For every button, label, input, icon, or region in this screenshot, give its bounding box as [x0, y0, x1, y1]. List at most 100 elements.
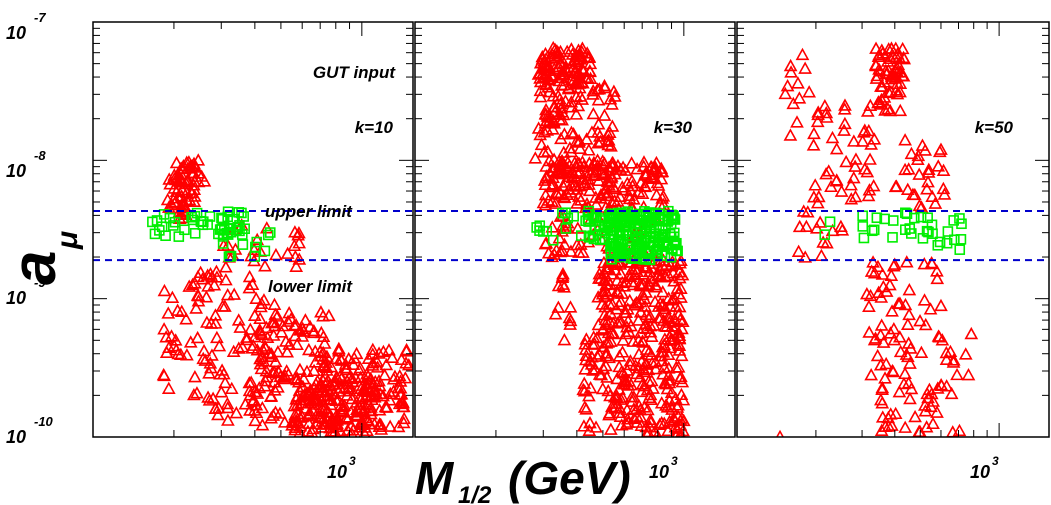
- gut-input-point: [545, 122, 560, 135]
- within-limit-point: [160, 230, 171, 242]
- gut-input-point: [902, 283, 917, 296]
- gut-input-point: [188, 370, 202, 383]
- gut-input-point: [195, 272, 210, 285]
- x-axis-title-sub: 1/2: [458, 482, 492, 505]
- gut-input-point: [372, 346, 386, 359]
- within-limit-point: [169, 216, 181, 228]
- gut-input-point: [298, 313, 313, 326]
- gut-input-point: [898, 297, 913, 311]
- gut-input-point: [610, 273, 624, 286]
- gut-input-point: [187, 174, 202, 187]
- gut-input-point: [571, 189, 586, 202]
- gut-input-point: [636, 361, 650, 374]
- gut-input-point: [284, 312, 298, 325]
- gut-input-point: [187, 156, 201, 169]
- gut-input-point: [624, 156, 639, 169]
- gut-input-point: [293, 362, 307, 376]
- gut-input-point: [613, 409, 628, 422]
- within-limit-point: [857, 221, 869, 232]
- gut-input-point: [898, 133, 912, 146]
- gut-input-point: [233, 320, 248, 333]
- gut-input-point: [247, 308, 262, 322]
- gut-input-point: [220, 396, 235, 410]
- gut-input-point: [280, 246, 295, 259]
- gut-input-point: [562, 158, 577, 172]
- gut-input-point: [528, 151, 543, 164]
- gut-input-point: [583, 56, 598, 70]
- gut-input-point: [301, 342, 316, 356]
- gut-input-point: [370, 354, 384, 367]
- gut-input-point: [616, 366, 631, 379]
- gut-input-point: [838, 116, 852, 130]
- gut-input-point: [292, 383, 307, 396]
- gut-input-point: [671, 307, 686, 321]
- gut-input-point: [581, 143, 596, 156]
- y-tick-label-1e-9: 10 -9: [6, 275, 46, 308]
- x-tick-k30-base: 10: [649, 462, 669, 482]
- gut-input-point: [337, 380, 352, 394]
- gut-input-point: [613, 266, 628, 280]
- gut-input-point: [810, 196, 825, 209]
- gut-input-point: [616, 160, 630, 173]
- gut-input-point: [376, 389, 390, 402]
- gut-input-point: [207, 278, 222, 291]
- gut-input-point: [391, 419, 406, 433]
- gut-input-point: [958, 347, 973, 360]
- gut-input-point: [315, 401, 330, 415]
- gut-input-point: [383, 386, 398, 400]
- gut-input-annotation: GUT input: [313, 63, 396, 82]
- gut-input-point: [819, 166, 833, 180]
- gut-input-point: [917, 257, 932, 270]
- gut-input-point: [569, 107, 584, 120]
- gut-input-point: [231, 313, 246, 326]
- gut-input-point: [588, 362, 603, 375]
- gut-input-point: [573, 141, 587, 155]
- gut-input-point: [620, 363, 635, 376]
- gut-input-point: [874, 423, 889, 437]
- y-tick-1e-7-exp: -7: [34, 10, 46, 25]
- gut-input-point: [631, 313, 646, 326]
- gut-input-point: [672, 271, 687, 284]
- panel-k30-frame: [414, 21, 736, 438]
- within-limit-point: [231, 224, 242, 236]
- gut-input-point: [928, 196, 943, 209]
- gut-input-point: [873, 328, 888, 341]
- gut-input-point: [651, 267, 666, 280]
- gut-input-point: [210, 330, 224, 344]
- gut-input-point: [848, 159, 862, 172]
- gut-input-point: [597, 266, 612, 280]
- gut-input-point: [862, 183, 877, 196]
- within-limit-point: [819, 229, 831, 240]
- gut-input-point: [573, 179, 587, 192]
- gut-input-point: [870, 348, 885, 362]
- gut-input-point: [165, 197, 179, 211]
- gut-input-point: [889, 49, 904, 63]
- gut-input-point: [614, 315, 629, 328]
- gut-input-point: [603, 388, 617, 402]
- gut-input-point: [307, 363, 321, 377]
- gut-input-point: [554, 131, 568, 145]
- gut-input-point: [533, 127, 548, 141]
- gut-input-point: [582, 423, 597, 436]
- gut-input-point: [671, 398, 685, 411]
- gut-input-point: [352, 390, 366, 403]
- gut-input-point: [586, 84, 601, 97]
- gut-input-point: [599, 348, 613, 362]
- gut-input-point: [627, 411, 642, 425]
- gut-input-point: [874, 290, 889, 303]
- gut-input-point: [846, 134, 861, 147]
- gut-input-point: [648, 162, 663, 175]
- gut-input-point: [218, 375, 232, 389]
- gut-input-point: [621, 324, 636, 337]
- gut-input-point: [602, 314, 617, 327]
- gut-input-point: [597, 108, 612, 121]
- within-limit-point: [612, 248, 624, 260]
- gut-input-point: [172, 171, 187, 184]
- gut-input-point: [964, 326, 979, 340]
- gut-input-point: [602, 296, 617, 310]
- gut-input-point: [819, 105, 834, 119]
- gut-input-point: [554, 70, 569, 84]
- gut-input-point: [179, 176, 194, 190]
- gut-input-point: [239, 330, 254, 343]
- gut-input-point: [917, 398, 932, 411]
